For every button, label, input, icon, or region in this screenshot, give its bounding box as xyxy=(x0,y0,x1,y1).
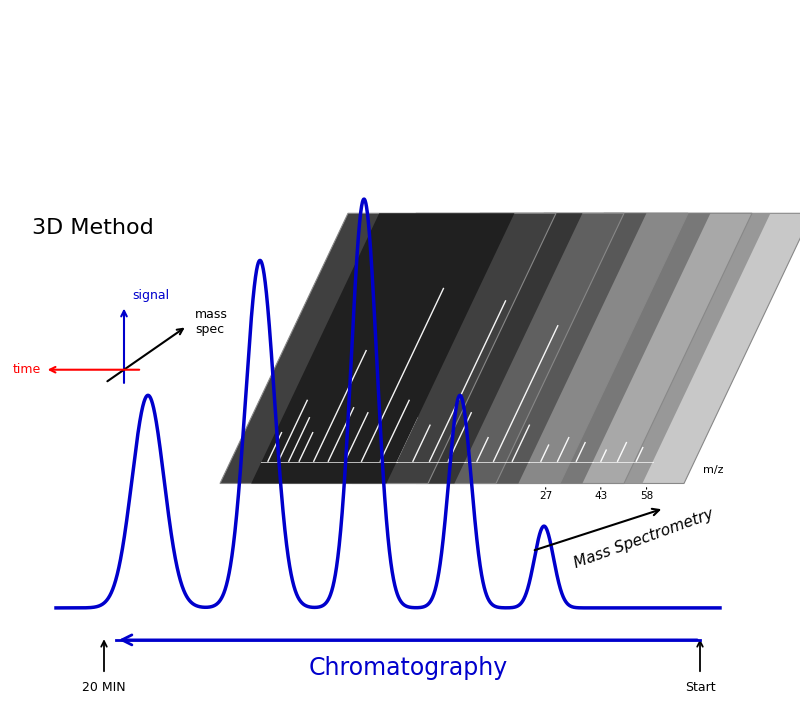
Polygon shape xyxy=(220,213,556,483)
Polygon shape xyxy=(251,213,514,483)
Text: 20 MIN: 20 MIN xyxy=(82,681,126,694)
Text: m/z: m/z xyxy=(702,465,723,475)
Polygon shape xyxy=(447,213,710,483)
Polygon shape xyxy=(319,213,582,483)
Polygon shape xyxy=(383,213,646,483)
Text: time: time xyxy=(13,363,42,376)
Text: signal: signal xyxy=(132,289,169,302)
Polygon shape xyxy=(507,213,770,483)
Text: 3D Method: 3D Method xyxy=(32,218,154,237)
Text: Start: Start xyxy=(685,681,715,694)
Text: 27: 27 xyxy=(539,491,552,501)
Text: mass
spec: mass spec xyxy=(195,309,228,336)
Text: 58: 58 xyxy=(640,491,653,501)
Text: 43: 43 xyxy=(594,491,607,501)
Text: Mass Spectrometry: Mass Spectrometry xyxy=(572,507,716,571)
Polygon shape xyxy=(416,213,752,483)
Polygon shape xyxy=(352,213,688,483)
Polygon shape xyxy=(288,213,624,483)
Polygon shape xyxy=(476,213,800,483)
Text: Chromatography: Chromatography xyxy=(308,656,508,680)
